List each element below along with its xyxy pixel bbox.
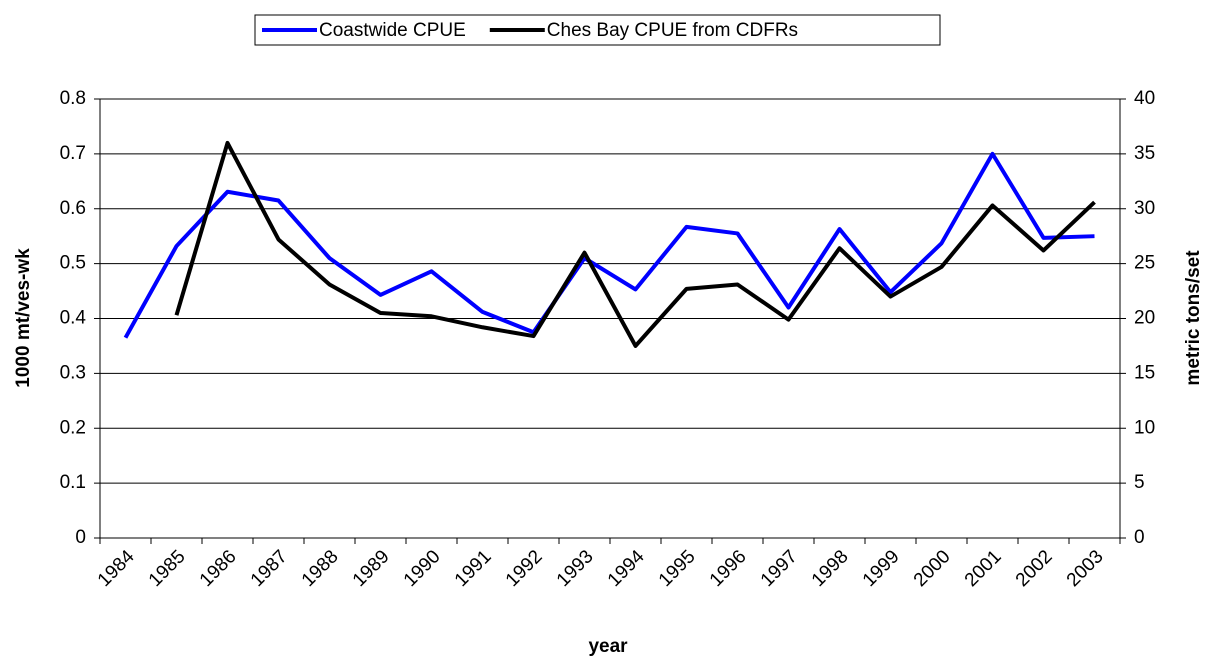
x-tick-label: 1988 xyxy=(298,546,343,591)
x-tick-label: 1987 xyxy=(247,546,292,591)
y2-tick-label: 0 xyxy=(1134,527,1145,548)
y2-tick-label: 5 xyxy=(1134,472,1145,493)
x-tick-label: 1994 xyxy=(604,546,649,591)
y-tick-label: 0.1 xyxy=(60,472,86,493)
y-tick-label: 0.8 xyxy=(60,88,86,109)
y-tick-label: 0.3 xyxy=(60,362,86,383)
x-tick-label: 1986 xyxy=(196,546,241,591)
y-axis-title: 1000 mt/ves-wk xyxy=(13,248,34,388)
y-tick-label: 0.7 xyxy=(60,143,86,164)
legend-label: Coastwide CPUE xyxy=(319,20,466,41)
y2-tick-label: 10 xyxy=(1134,417,1155,438)
x-tick-label: 2002 xyxy=(1012,546,1057,591)
x-tick-label: 1996 xyxy=(706,546,751,591)
x-tick-label: 1990 xyxy=(400,546,445,591)
y-tick-label: 0.6 xyxy=(60,198,86,219)
y2-axis-title: metric tons/set xyxy=(1183,250,1204,386)
legend-label: Ches Bay CPUE from CDFRs xyxy=(547,20,798,41)
x-tick-label: 1998 xyxy=(808,546,853,591)
x-tick-label: 1984 xyxy=(94,546,139,591)
y-tick-label: 0 xyxy=(75,527,86,548)
y2-tick-label: 40 xyxy=(1134,88,1155,109)
legend-box xyxy=(254,14,941,46)
x-tick-label: 2003 xyxy=(1063,546,1108,591)
y-tick-label: 0.2 xyxy=(60,417,86,438)
y2-tick-label: 15 xyxy=(1134,362,1155,383)
y2-tick-label: 30 xyxy=(1134,198,1155,219)
series-line xyxy=(174,140,1096,348)
x-tick-label: 1993 xyxy=(553,546,598,591)
x-tick-label: 1989 xyxy=(349,546,394,591)
x-tick-label: 1991 xyxy=(451,546,496,591)
x-tick-label: 1995 xyxy=(655,546,700,591)
series-line xyxy=(123,151,1095,339)
x-tick-label: 1997 xyxy=(757,546,802,591)
x-tick-label: 1999 xyxy=(859,546,904,591)
y2-tick-label: 25 xyxy=(1134,253,1155,274)
x-tick-label: 2001 xyxy=(961,546,1006,591)
x-tick-label: 1985 xyxy=(145,546,190,591)
y2-tick-label: 20 xyxy=(1134,308,1155,329)
y-tick-label: 0.4 xyxy=(60,308,87,329)
x-tick-label: 1992 xyxy=(502,546,547,591)
x-tick-label: 2000 xyxy=(910,546,955,591)
y2-tick-label: 35 xyxy=(1134,143,1155,164)
x-axis-title: year xyxy=(588,636,628,657)
y-tick-label: 0.5 xyxy=(60,253,86,274)
